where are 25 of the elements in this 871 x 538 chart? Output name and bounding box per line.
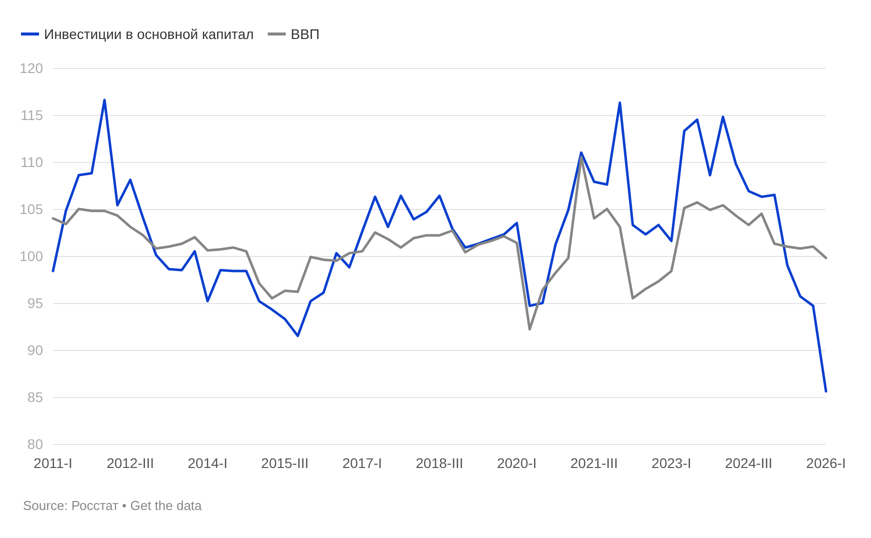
x-tick-label: 2015-III <box>261 455 309 471</box>
y-tick-label: 100 <box>20 248 44 264</box>
line-series <box>52 98 828 393</box>
x-tick-label: 2017-I <box>342 455 382 471</box>
x-tick-label: 2024-III <box>724 455 772 471</box>
x-tick-label: 2011-I <box>34 455 72 471</box>
x-tick-label: 2021-III <box>570 455 618 471</box>
y-tick-label: 90 <box>27 342 44 358</box>
y-tick-label: 95 <box>27 295 44 311</box>
x-tick-label: 2014-I <box>188 455 228 471</box>
y-tick-label: 120 <box>20 60 44 76</box>
x-tick-label: 2018-III <box>416 455 464 471</box>
legend-label: Инвестиции в основной капитал <box>44 26 254 42</box>
x-tick-label: 2026-I <box>806 455 846 471</box>
x-tick-label: 2012-III <box>106 455 154 471</box>
line-series <box>52 156 828 331</box>
y-tick-label: 110 <box>20 154 44 170</box>
y-tick-label: 80 <box>27 436 44 452</box>
y-tick-label: 115 <box>20 107 44 123</box>
x-tick-label: 2023-I <box>652 455 692 471</box>
legend-label: ВВП <box>290 26 320 42</box>
x-tick-label: 2020-I <box>496 455 537 471</box>
y-tick-label: 85 <box>27 389 44 405</box>
source-note: Source: Росстат • Get the data <box>23 498 203 513</box>
y-tick-label: 105 <box>20 201 44 217</box>
